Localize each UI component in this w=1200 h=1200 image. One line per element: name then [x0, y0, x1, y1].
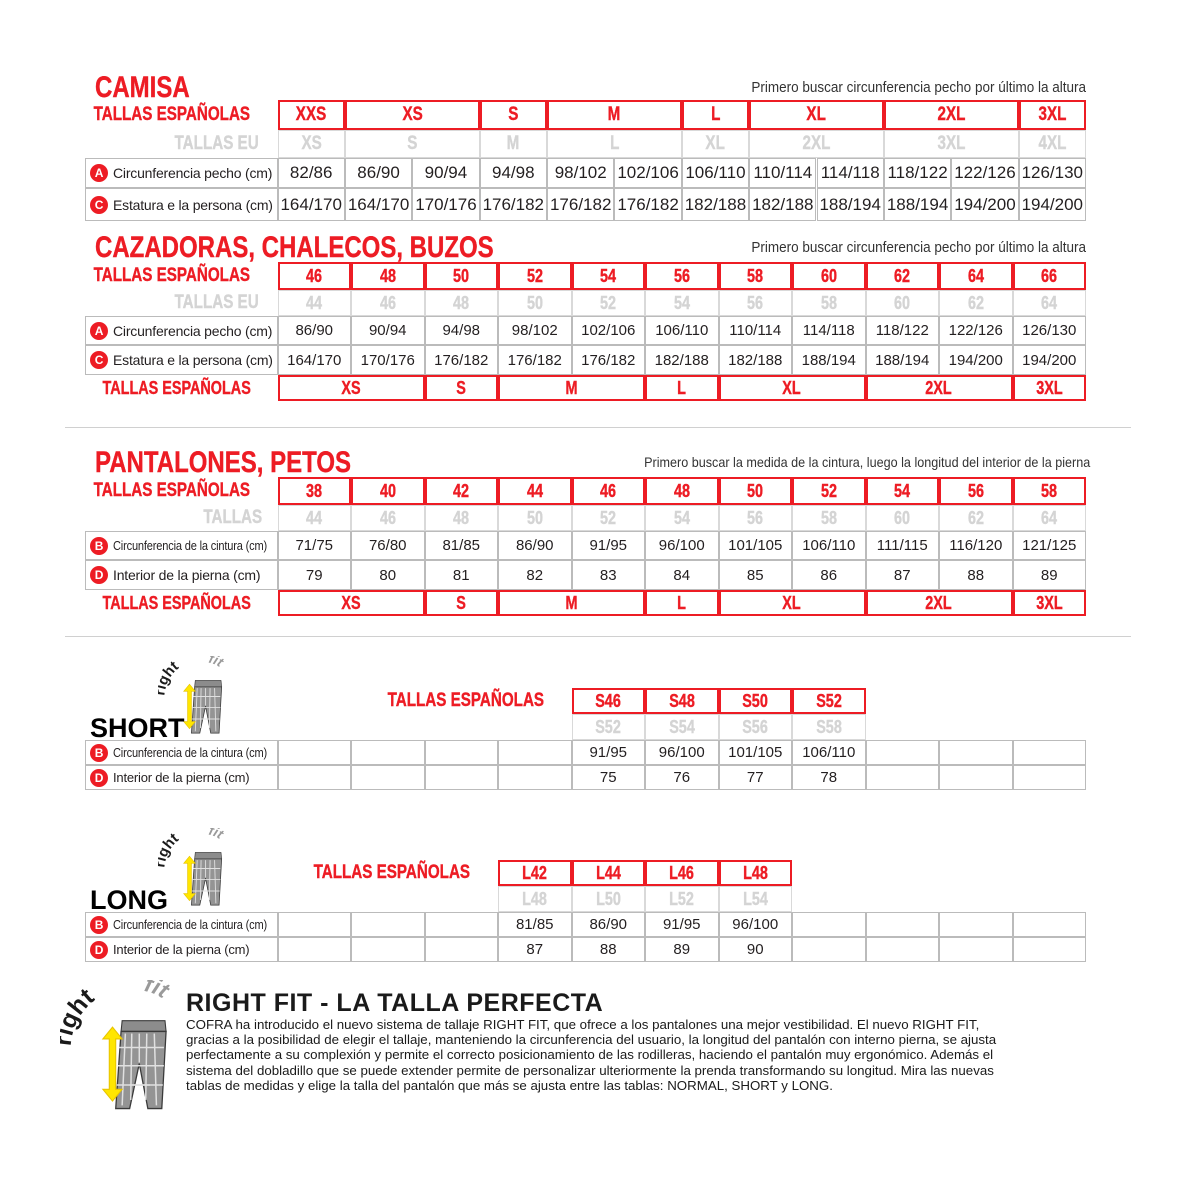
svg-text:fit: fit — [207, 656, 226, 670]
svg-text:right: right — [60, 984, 99, 1048]
svg-text:right: right — [158, 659, 182, 697]
svg-text:fit: fit — [207, 828, 226, 842]
svg-text:right: right — [158, 831, 182, 869]
svg-text:fit: fit — [142, 980, 174, 1004]
